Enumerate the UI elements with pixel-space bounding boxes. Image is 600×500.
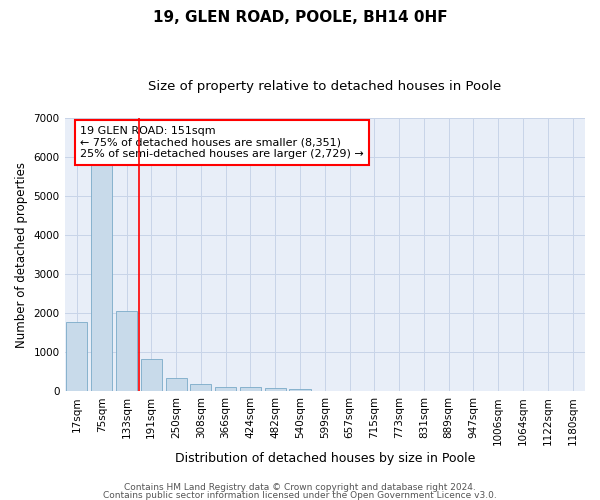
Bar <box>190 384 211 392</box>
Text: Contains public sector information licensed under the Open Government Licence v3: Contains public sector information licen… <box>103 490 497 500</box>
Text: Contains HM Land Registry data © Crown copyright and database right 2024.: Contains HM Land Registry data © Crown c… <box>124 484 476 492</box>
Bar <box>215 387 236 392</box>
Bar <box>240 387 261 392</box>
Y-axis label: Number of detached properties: Number of detached properties <box>15 162 28 348</box>
Text: 19, GLEN ROAD, POOLE, BH14 0HF: 19, GLEN ROAD, POOLE, BH14 0HF <box>152 10 448 25</box>
Title: Size of property relative to detached houses in Poole: Size of property relative to detached ho… <box>148 80 502 93</box>
Bar <box>141 360 162 392</box>
Bar <box>67 322 88 392</box>
Bar <box>265 388 286 392</box>
X-axis label: Distribution of detached houses by size in Poole: Distribution of detached houses by size … <box>175 452 475 465</box>
Bar <box>166 378 187 392</box>
Bar <box>91 164 112 392</box>
Text: 19 GLEN ROAD: 151sqm
← 75% of detached houses are smaller (8,351)
25% of semi-de: 19 GLEN ROAD: 151sqm ← 75% of detached h… <box>80 126 364 159</box>
Bar <box>289 388 311 392</box>
Bar <box>116 311 137 392</box>
